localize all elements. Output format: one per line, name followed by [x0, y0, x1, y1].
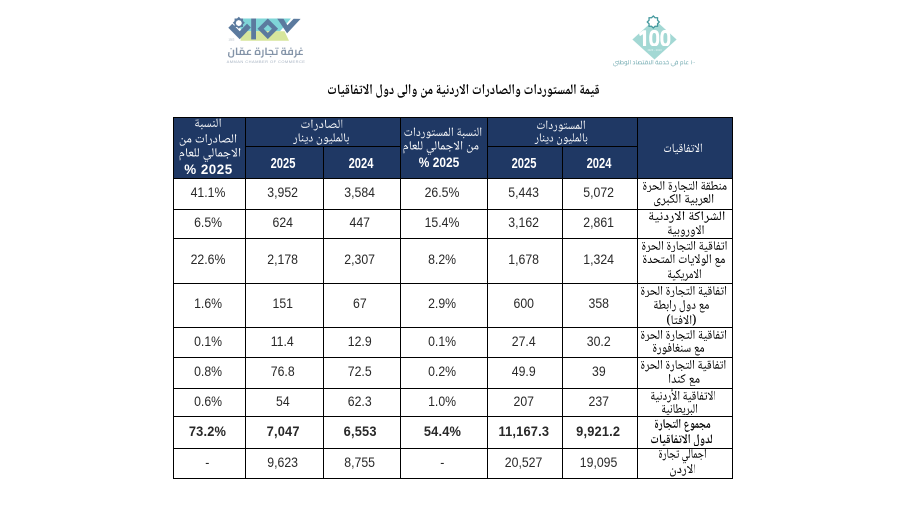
svg-text:1923: 1923 [229, 38, 235, 42]
svg-text:1923 - 2023: 1923 - 2023 [647, 48, 662, 52]
